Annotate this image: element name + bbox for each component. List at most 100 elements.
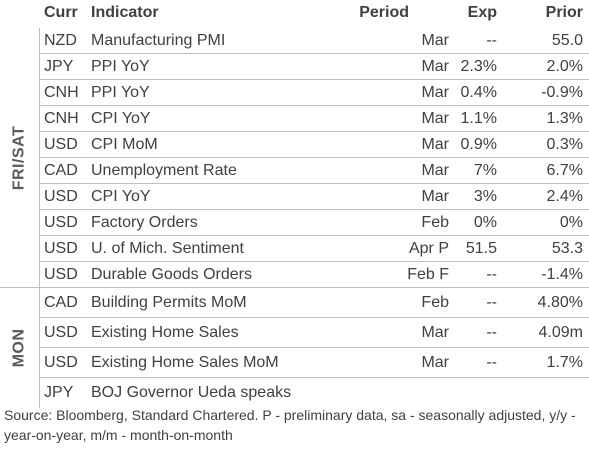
row-period: Mar [421, 354, 449, 371]
row-prior: 0.3% [546, 136, 583, 153]
row-exp: 0% [473, 214, 497, 231]
source-note: Source: Bloomberg, Standard Chartered. P… [4, 407, 576, 443]
header-indicator: Indicator [91, 4, 159, 21]
row-period: Mar [421, 32, 449, 49]
table-row: CNH CPI YoY Mar 1.1% 1.3% [40, 106, 589, 132]
row-indicator: PPI YoY [91, 84, 150, 101]
header-curr: Curr [44, 4, 78, 21]
table-row: CNH PPI YoY Mar 0.4% -0.9% [40, 80, 589, 106]
header-prior: Prior [545, 4, 583, 21]
row-curr: USD [44, 188, 78, 205]
row-curr: USD [44, 136, 78, 153]
row-divider [40, 183, 589, 184]
row-curr: JPY [44, 384, 74, 401]
row-exp: 2.3% [460, 58, 497, 75]
row-indicator: Existing Home Sales [91, 324, 239, 341]
row-period: Feb [421, 214, 449, 231]
row-divider [40, 105, 589, 106]
table-row: USD CPI MoM Mar 0.9% 0.3% [40, 132, 589, 158]
row-prior: 1.7% [546, 354, 583, 371]
table-row: USD Durable Goods Orders Feb F -- -1.4% [40, 262, 589, 288]
row-indicator: CPI YoY [91, 110, 151, 127]
row-exp: -- [486, 354, 497, 371]
row-prior: -1.4% [541, 266, 583, 283]
header-period: Period [359, 4, 409, 21]
header-exp: Exp [467, 4, 497, 21]
row-prior: -0.9% [541, 84, 583, 101]
row-indicator: PPI YoY [91, 58, 150, 75]
row-indicator: Durable Goods Orders [91, 266, 252, 283]
row-curr: USD [44, 324, 78, 341]
row-prior: 4.80% [537, 294, 583, 311]
row-prior: 2.4% [546, 188, 583, 205]
row-curr: CAD [44, 294, 78, 311]
day-label: MON [0, 288, 38, 408]
row-exp: -- [486, 266, 497, 283]
row-indicator: U. of Mich. Sentiment [91, 240, 244, 257]
row-prior: 6.7% [546, 162, 583, 179]
row-divider [40, 235, 589, 236]
row-divider [40, 157, 589, 158]
table-row: JPY PPI YoY Mar 2.3% 2.0% [40, 54, 589, 80]
table-row: JPY BOJ Governor Ueda speaks [40, 378, 589, 408]
row-divider [40, 347, 589, 348]
table-row: CAD Building Permits MoM Feb -- 4.80% [40, 288, 589, 318]
row-prior: 53.3 [551, 240, 583, 257]
row-prior: 4.09m [538, 324, 583, 341]
row-period: Apr P [408, 240, 449, 257]
row-exp: 0.4% [460, 84, 497, 101]
row-prior: 2.0% [546, 58, 583, 75]
row-exp: -- [486, 32, 497, 49]
row-period: Mar [421, 188, 449, 205]
row-divider [40, 79, 589, 80]
row-period: Mar [421, 162, 449, 179]
row-curr: CNH [44, 110, 79, 127]
table-row: USD Existing Home Sales MoM Mar -- 1.7% [40, 348, 589, 378]
row-indicator: Existing Home Sales MoM [91, 354, 279, 371]
row-curr: USD [44, 240, 78, 257]
table-row: USD CPI YoY Mar 3% 2.4% [40, 184, 589, 210]
row-divider [40, 53, 589, 54]
row-indicator: Building Permits MoM [91, 294, 247, 311]
row-curr: JPY [44, 58, 74, 75]
row-indicator: Manufacturing PMI [91, 32, 226, 49]
row-indicator: BOJ Governor Ueda speaks [91, 384, 292, 401]
row-exp: 7% [473, 162, 497, 179]
table-header: Curr Indicator Period Exp Prior [0, 0, 589, 28]
section-separator [39, 288, 40, 408]
row-exp: -- [486, 324, 497, 341]
row-exp: 0.9% [460, 136, 497, 153]
row-divider [40, 317, 589, 318]
row-indicator: Unemployment Rate [91, 162, 237, 179]
row-curr: CNH [44, 84, 79, 101]
row-divider [40, 377, 589, 378]
row-divider [40, 209, 589, 210]
row-curr: NZD [44, 32, 77, 49]
row-period: Mar [421, 84, 449, 101]
row-prior: 55.0 [551, 32, 583, 49]
day-label: FRI/SAT [0, 28, 38, 288]
row-exp: 51.5 [465, 240, 497, 257]
row-indicator: CPI MoM [91, 136, 158, 153]
table-row: USD Existing Home Sales Mar -- 4.09m [40, 318, 589, 348]
day-label-text: MON [10, 328, 28, 368]
row-indicator: Factory Orders [91, 214, 198, 231]
row-exp: 1.1% [460, 110, 497, 127]
table-row: USD Factory Orders Feb 0% 0% [40, 210, 589, 236]
row-indicator: CPI YoY [91, 188, 151, 205]
row-divider [40, 261, 589, 262]
row-curr: USD [44, 266, 78, 283]
row-period: Mar [421, 110, 449, 127]
row-curr: USD [44, 214, 78, 231]
row-period: Feb [421, 294, 449, 311]
row-period: Mar [421, 324, 449, 341]
row-curr: USD [44, 354, 78, 371]
row-prior: 0% [559, 214, 583, 231]
row-period: Feb F [407, 266, 449, 283]
row-curr: CAD [44, 162, 78, 179]
row-divider [40, 131, 589, 132]
row-divider [0, 287, 589, 288]
row-exp: -- [486, 294, 497, 311]
row-period: Mar [421, 58, 449, 75]
row-period: Mar [421, 136, 449, 153]
